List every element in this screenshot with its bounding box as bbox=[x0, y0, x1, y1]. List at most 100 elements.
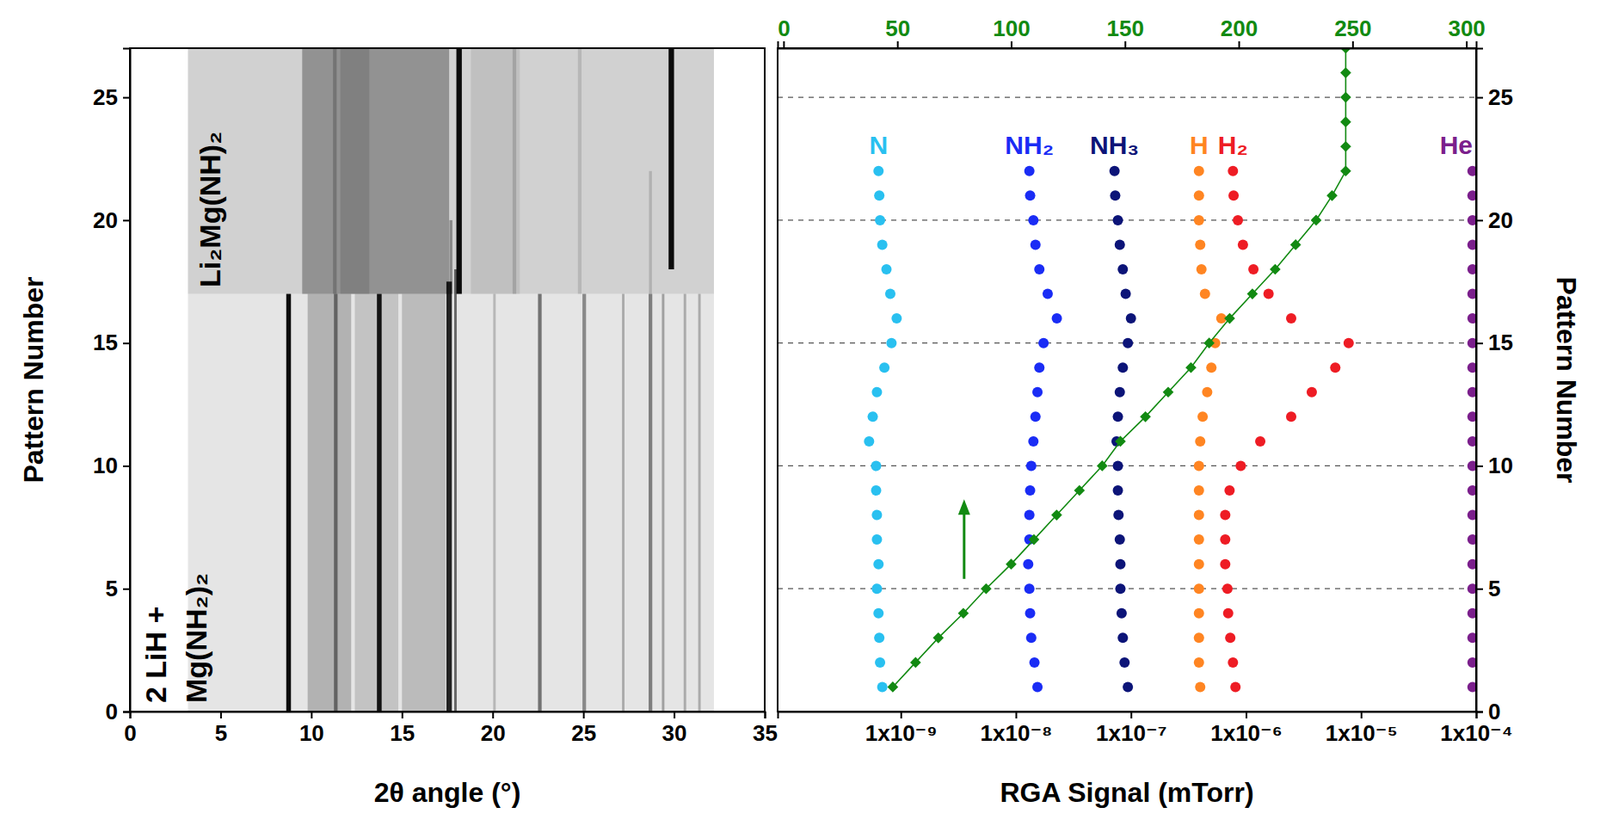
tick: 20 bbox=[1476, 207, 1514, 234]
marker bbox=[1163, 386, 1175, 398]
tick: 25 bbox=[1476, 84, 1514, 111]
tick: 25 bbox=[571, 711, 597, 746]
tick: 0 bbox=[777, 15, 790, 49]
tick-label: 0 bbox=[123, 720, 136, 746]
marker bbox=[1193, 534, 1205, 545]
series bbox=[1467, 166, 1477, 693]
marker bbox=[1200, 289, 1211, 300]
marker bbox=[910, 657, 922, 669]
marker bbox=[1223, 608, 1234, 619]
annotation: Mg(NH₂)₂ bbox=[179, 572, 213, 703]
marker bbox=[1286, 313, 1297, 324]
tick: 15 bbox=[92, 329, 130, 356]
marker bbox=[1286, 411, 1297, 422]
series-line bbox=[892, 48, 1347, 687]
cell bbox=[512, 48, 517, 295]
marker bbox=[1033, 264, 1045, 275]
marker bbox=[1024, 583, 1035, 594]
marker bbox=[1122, 338, 1133, 349]
tick-mark bbox=[1015, 711, 1017, 719]
tick-label: 0 bbox=[105, 698, 118, 725]
marker bbox=[1227, 657, 1238, 668]
marker bbox=[1206, 362, 1217, 373]
series-label: NH₂ bbox=[1004, 130, 1054, 160]
plot-background bbox=[777, 48, 1477, 712]
x2-axis-line bbox=[778, 41, 1477, 50]
marker bbox=[1343, 338, 1354, 349]
tick-label: 10 bbox=[299, 720, 325, 746]
cell bbox=[332, 48, 337, 295]
y-axis-line bbox=[1476, 49, 1484, 713]
y-axis-title: Pattern Number bbox=[1550, 276, 1582, 483]
marker bbox=[1030, 411, 1041, 422]
marker bbox=[1185, 362, 1197, 374]
tick-mark bbox=[673, 711, 676, 719]
marker bbox=[1467, 559, 1477, 570]
marker bbox=[1193, 608, 1205, 619]
marker bbox=[1032, 387, 1043, 398]
marker bbox=[885, 289, 896, 300]
tick-label: 1x10⁻⁵ bbox=[1325, 720, 1398, 746]
marker bbox=[1326, 190, 1338, 202]
marker bbox=[873, 166, 884, 177]
cell bbox=[354, 294, 399, 712]
marker bbox=[1467, 485, 1477, 496]
cell bbox=[648, 294, 653, 712]
marker bbox=[1219, 559, 1231, 570]
tick-label: 5 bbox=[1488, 575, 1501, 602]
marker bbox=[1203, 337, 1215, 349]
tick-mark bbox=[1476, 588, 1484, 591]
cell bbox=[582, 294, 586, 712]
tick-label: 0 bbox=[1488, 698, 1501, 725]
marker bbox=[1026, 460, 1037, 471]
marker bbox=[1467, 632, 1477, 643]
cell bbox=[698, 294, 702, 712]
tick-label: 200 bbox=[1220, 15, 1258, 42]
marker bbox=[1114, 534, 1126, 545]
marker bbox=[886, 338, 897, 349]
x-axis-line bbox=[130, 712, 766, 720]
tick-label: 25 bbox=[92, 84, 118, 111]
tick-label: 150 bbox=[1107, 15, 1145, 42]
tick: 1x10⁻⁸ bbox=[980, 711, 1053, 746]
grid-line bbox=[777, 97, 1477, 99]
marker bbox=[1219, 534, 1231, 545]
marker bbox=[1038, 338, 1049, 349]
marker bbox=[1194, 681, 1206, 692]
marker bbox=[874, 657, 886, 668]
marker bbox=[1228, 190, 1239, 201]
y-axis-line bbox=[123, 49, 131, 713]
marker bbox=[1025, 190, 1036, 201]
marker bbox=[1117, 264, 1128, 275]
marker bbox=[1224, 485, 1235, 496]
tick-label: 300 bbox=[1447, 15, 1485, 42]
marker bbox=[873, 190, 885, 201]
marker bbox=[1467, 608, 1477, 619]
annotation: Li₂Mg(NH)₂ bbox=[193, 131, 227, 288]
marker bbox=[879, 362, 890, 373]
marker bbox=[1027, 215, 1039, 226]
tick-label: 10 bbox=[92, 452, 118, 479]
tick-mark bbox=[1238, 41, 1241, 49]
marker bbox=[1113, 460, 1124, 471]
tick-mark bbox=[1465, 41, 1468, 49]
cell bbox=[187, 48, 714, 295]
marker bbox=[1116, 608, 1127, 619]
tick: 50 bbox=[885, 15, 911, 49]
tick-mark bbox=[897, 41, 899, 49]
tick-label: 35 bbox=[752, 720, 778, 746]
marker bbox=[1113, 485, 1124, 496]
marker bbox=[1113, 411, 1124, 422]
marker bbox=[1074, 485, 1086, 497]
tick-mark bbox=[1245, 711, 1248, 719]
plot-frame bbox=[129, 48, 765, 712]
tick-label: 25 bbox=[571, 720, 597, 746]
marker bbox=[1329, 362, 1341, 373]
arrow-shaft bbox=[962, 510, 966, 579]
tick-mark bbox=[1124, 41, 1127, 49]
cell bbox=[454, 269, 457, 712]
marker bbox=[1024, 166, 1035, 177]
series-label: H₂ bbox=[1218, 130, 1249, 160]
y-axis: 0510152025 bbox=[1476, 49, 1514, 725]
tick: 1x10⁻⁹ bbox=[865, 711, 938, 746]
